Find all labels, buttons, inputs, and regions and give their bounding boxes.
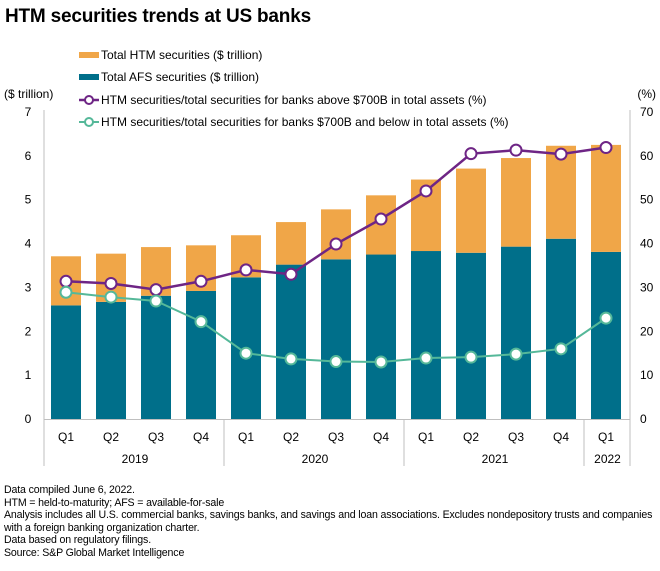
point-large-banks [284,267,298,281]
chart-title: HTM securities trends at US banks [5,6,311,27]
x-tick-label: Q4 [553,430,569,444]
bar-afs [321,259,351,419]
legend-label: Total HTM securities ($ trillion) [101,48,262,62]
x-tick-label: Q3 [148,430,164,444]
x-tick-label: Q1 [58,430,74,444]
point-small-banks [104,290,118,304]
legend: Total HTM securities ($ trillion) Total A… [79,48,509,129]
legend-label: Total AFS securities ($ trillion) [101,70,259,84]
x-group-label: 2019 [122,452,149,466]
right-axis-title: (%) [637,87,656,101]
point-small-banks [239,346,253,360]
point-small-banks [194,315,208,329]
bar-afs [96,301,126,419]
point-large-banks [329,237,343,251]
lines [59,141,613,369]
bar-afs [141,295,171,419]
legend-label: HTM securities/total securities for bank… [101,93,487,107]
point-small-banks [419,351,433,365]
x-tick-label: Q4 [373,430,389,444]
right-axis-tick: 0 [640,412,647,426]
right-axis-tick: 40 [640,237,654,251]
bar-afs [411,251,441,419]
bar-afs [501,246,531,419]
point-large-banks [104,276,118,290]
left-axis-tick: 2 [25,324,32,338]
x-group-label: 2022 [594,452,621,466]
x-tick-label: Q3 [508,430,524,444]
x-tick-label: Q2 [283,430,299,444]
point-small-banks [464,350,478,364]
axes: ($ trillion) (%)01234567010203040506070Q1… [4,87,656,466]
bar-afs [456,252,486,419]
bar-afs [51,305,81,419]
point-large-banks [194,274,208,288]
left-axis-tick: 3 [25,280,32,294]
bar-afs [546,238,576,419]
note-analysis: Analysis includes all U.S. commercial ba… [4,509,656,534]
point-small-banks [284,352,298,366]
x-tick-label: Q4 [193,430,209,444]
left-axis-tick: 6 [25,149,32,163]
note-compiled: Data compiled June 6, 2022. [4,484,135,496]
right-axis-tick: 50 [640,193,654,207]
legend-swatch-marker [84,95,94,105]
bars [51,144,621,419]
left-axis-tick: 1 [25,368,32,382]
point-large-banks [239,263,253,277]
bar-htm [591,144,621,252]
x-group-label: 2021 [482,452,509,466]
point-large-banks [509,143,523,157]
right-axis-tick: 30 [640,280,654,294]
right-axis-tick: 20 [640,324,654,338]
point-large-banks [419,184,433,198]
point-small-banks [59,285,73,299]
bar-htm [546,145,576,239]
right-axis-tick: 10 [640,368,654,382]
note-source: Source: S&P Global Market Intelligence [4,546,185,559]
bar-afs [366,254,396,419]
left-axis-tick: 5 [25,193,32,207]
note-abbreviations: HTM = held-to-maturity; AFS = available-… [4,496,225,509]
legend-swatch-htm [79,52,99,58]
legend-swatch-marker [84,117,94,127]
x-group-label: 2020 [302,452,329,466]
x-tick-label: Q2 [463,430,479,444]
x-tick-label: Q1 [418,430,434,444]
right-axis-tick: 60 [640,149,654,163]
point-large-banks [149,283,163,297]
point-large-banks [599,141,613,155]
left-axis-tick: 4 [25,237,32,251]
left-axis-title: ($ trillion) [4,87,53,101]
point-small-banks [329,355,343,369]
x-tick-label: Q2 [103,430,119,444]
left-axis-tick: 7 [25,105,32,119]
point-small-banks [554,342,568,356]
point-small-banks [374,355,388,369]
right-axis-tick: 70 [640,105,654,119]
bar-htm [456,168,486,253]
bar-afs [276,264,306,419]
bar-afs [186,290,216,419]
bar-afs [591,251,621,419]
chart-notes: Data compiled June 6, 2022. HTM = held-t… [4,484,659,560]
legend-swatch-afs [79,74,99,80]
point-large-banks [554,147,568,161]
bar-htm [276,222,306,265]
legend-label: HTM securities/total securities for bank… [101,115,509,129]
x-tick-label: Q1 [238,430,254,444]
point-large-banks [374,212,388,226]
x-tick-label: Q1 [598,430,614,444]
point-small-banks [149,294,163,308]
left-axis-tick: 0 [25,412,32,426]
note-data-basis: Data based on regulatory filings. [4,534,151,547]
x-tick-label: Q3 [328,430,344,444]
chart: Total HTM securities ($ trillion) Total A… [4,48,656,466]
point-small-banks [599,311,613,325]
point-large-banks [464,147,478,161]
bar-htm [501,158,531,247]
point-small-banks [509,347,523,361]
point-large-banks [59,274,73,288]
